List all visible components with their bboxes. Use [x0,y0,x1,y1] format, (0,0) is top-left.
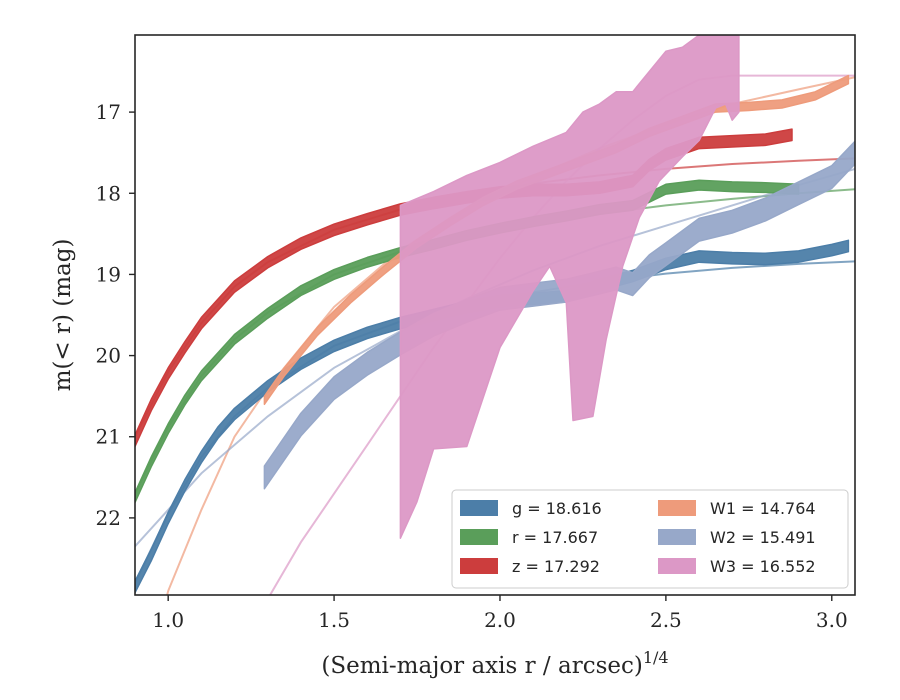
x-tick-label: 3.0 [816,608,848,632]
legend-entry-z: z = 17.292 [460,557,600,576]
x-axis-ticks: 1.0 1.5 2.0 2.5 3.0 [152,595,848,632]
series-g [135,239,850,594]
legend-label-r: r = 17.667 [512,528,598,547]
y-tick-label: 20 [96,344,121,368]
legend-box [451,489,849,589]
legend-label-g: g = 18.616 [512,499,602,518]
axes-frame [134,34,856,596]
legend-entry-r: r = 17.667 [460,528,598,547]
y-tick-label: 17 [96,100,121,124]
legend-label-W2: W2 = 15.491 [710,528,816,547]
legend-entry-W2: W2 = 15.491 [658,528,816,547]
legend-swatch-g [460,500,498,516]
y-tick-label: 19 [96,262,121,286]
legend-label-W1: W1 = 14.764 [710,499,816,518]
x-tick-label: 2.5 [650,608,682,632]
legend-label-W3: W3 = 16.552 [710,557,816,576]
y-tick-label: 21 [96,425,121,449]
y-axis-ticks: 17 18 19 20 21 22 [96,100,135,530]
legend-swatch-W3 [658,558,696,574]
y-tick-label: 22 [96,506,121,530]
legend-entry-g: g = 18.616 [460,499,602,518]
legend-swatch-W1 [658,500,696,516]
y-tick-label: 18 [96,181,121,205]
legend-swatch-W2 [658,529,696,545]
legend-entry-W3: W3 = 16.552 [658,557,816,576]
legend: g = 18.616 r = 17.667 z = 17.292 W1 = 14.76… [451,489,849,589]
legend-entries: g = 18.616 r = 17.667 z = 17.292 W1 = 14.76… [460,499,816,576]
observed-band-W3 [399,35,740,539]
y-axis-label: m(< r) (mag) [50,239,76,392]
x-tick-label: 1.0 [152,608,184,632]
x-tick-label: 2.0 [484,608,516,632]
x-tick-label: 1.5 [318,608,350,632]
x-axis-label: (Semi-major axis r / arcsec)1/4 [321,648,668,679]
legend-swatch-r [460,529,498,545]
plot-content [135,35,855,595]
observed-band-g [135,239,850,594]
legend-entry-W1: W1 = 14.764 [658,499,816,518]
legend-swatch-z [460,558,498,574]
legend-label-z: z = 17.292 [512,557,600,576]
series-W3 [399,35,740,539]
